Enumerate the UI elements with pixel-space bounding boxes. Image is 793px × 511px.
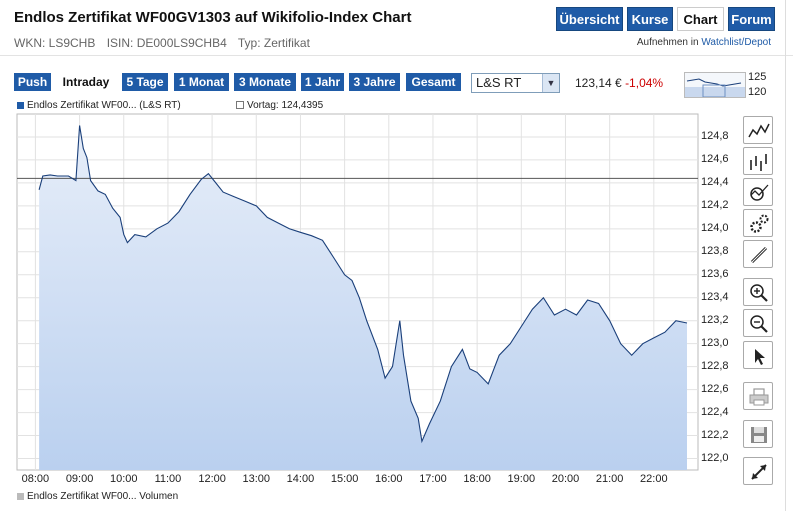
price-change: -1,04% [625,76,664,90]
watchlist-prefix: Aufnehmen in [636,37,699,48]
exchange-select[interactable]: L&S RT ▼ [471,73,560,93]
range-gesamt[interactable]: Gesamt [406,73,461,91]
y-tick-label: 122,6 [701,382,729,395]
save-button[interactable] [743,420,773,448]
y-tick-label: 123,2 [701,313,729,326]
x-tick-label: 11:00 [154,473,182,485]
fullscreen-icon [751,464,767,480]
prev-swatch [236,101,244,110]
y-tick-label: 122,0 [701,451,729,464]
settings-button[interactable] [743,209,773,237]
line-chart-button[interactable] [743,116,773,144]
x-tick-label: 19:00 [507,473,536,485]
indicator-icon [750,184,769,201]
y-tick-label: 122,8 [701,359,729,372]
security-info: WKN: LS9CHB ISIN: DE000LS9CHB4 Typ: Zert… [14,36,318,50]
indicator-button[interactable] [743,178,773,206]
right-edge-divider [785,0,786,511]
ohlc-chart-button[interactable] [743,147,773,175]
series-line [38,125,688,444]
nav-kurse[interactable]: Kurse [627,7,673,31]
chevron-down-icon[interactable]: ▼ [542,74,559,92]
series-legend: Endlos Zertifikat WF00... (L&S RT) [17,100,181,111]
draw-pen-icon [750,246,768,264]
x-tick-label: 09:00 [65,473,94,485]
y-tick-label: 124,4 [701,175,729,188]
zoom-out-button[interactable] [743,309,773,337]
type-label: Typ: Zertifikat [237,36,310,50]
volume-legend: Endlos Zertifikat WF00... Volumen [17,491,178,502]
volume-legend-label: Endlos Zertifikat WF00... Volumen [27,491,179,502]
prev-close-legend: Vortag: 124,4395 [236,100,323,111]
isin-label: ISIN: DE000LS9CHB4 [106,36,227,50]
y-tick-label: 123,0 [701,336,729,349]
x-tick-label: 15:00 [330,473,359,485]
draw-button[interactable] [743,240,773,268]
range-1-jahr[interactable]: 1 Jahr [301,73,344,91]
price-display: 123,14 € -1,04% [575,76,663,90]
prev-close-label: Vortag: 124,4395 [247,100,324,111]
mini-high-label: 125 [748,71,767,83]
settings-gears-icon [750,214,769,233]
print-button[interactable] [743,382,773,410]
x-tick-label: 17:00 [419,473,447,485]
exchange-value: L&S RT [476,75,522,90]
wkn-label: WKN: LS9CHB [14,36,96,50]
series-area [39,125,688,470]
x-tick-label: 08:00 [21,473,50,485]
page-title: Endlos Zertifikat WF00GV1303 auf Wikifol… [14,9,412,26]
mini-low-label: 120 [748,86,767,98]
x-tick-label: 10:00 [109,473,138,485]
x-tick-label: 12:00 [198,473,226,485]
y-tick-label: 123,4 [701,290,729,303]
nav-uebersicht[interactable]: Übersicht [556,7,623,31]
mini-chart-preview[interactable] [684,72,746,98]
x-tick-label: 22:00 [640,473,668,485]
zoom-in-button[interactable] [743,278,773,306]
y-tick-label: 124,0 [701,221,729,234]
x-tick-label: 20:00 [551,473,580,485]
volume-swatch [17,492,24,500]
save-icon [751,427,767,443]
y-tick-label: 124,6 [701,152,729,165]
y-tick-label: 124,8 [701,129,729,142]
ohlc-chart-icon [750,154,767,171]
range-5-tage[interactable]: 5 Tage [122,73,168,91]
y-tick-label: 122,2 [701,428,729,441]
last-price: 123,14 € [575,76,622,90]
y-tick-label: 123,8 [701,244,729,257]
cursor-icon [755,349,765,365]
watchlist-add: Aufnehmen in Watchlist/Depot [637,37,771,48]
watchlist-link[interactable]: Watchlist/Depot [701,37,771,48]
zoom-out-icon [750,315,768,333]
nav-forum[interactable]: Forum [728,7,775,31]
y-tick-label: 124,2 [701,198,729,211]
y-tick-label: 122,4 [701,405,729,418]
range-1-monat[interactable]: 1 Monat [174,73,229,91]
zoom-in-icon [750,284,768,302]
cursor-button[interactable] [743,341,773,369]
y-tick-label: 123,6 [701,267,729,280]
push-button[interactable]: Push [14,73,51,91]
x-tick-label: 14:00 [286,473,315,485]
x-tick-label: 18:00 [463,473,491,485]
x-tick-label: 21:00 [595,473,624,485]
range-intraday[interactable]: Intraday [57,73,115,91]
series-legend-label: Endlos Zertifikat WF00... (L&S RT) [27,100,181,111]
x-tick-label: 13:00 [242,473,271,485]
header-divider [0,55,793,56]
fullscreen-button[interactable] [743,457,773,485]
range-3-jahre[interactable]: 3 Jahre [349,73,400,91]
line-chart-icon [748,123,770,138]
print-icon [749,388,769,406]
nav-chart[interactable]: Chart [677,7,724,31]
series-swatch [17,101,24,109]
x-tick-label: 16:00 [375,473,403,485]
range-3-monate[interactable]: 3 Monate [234,73,296,91]
